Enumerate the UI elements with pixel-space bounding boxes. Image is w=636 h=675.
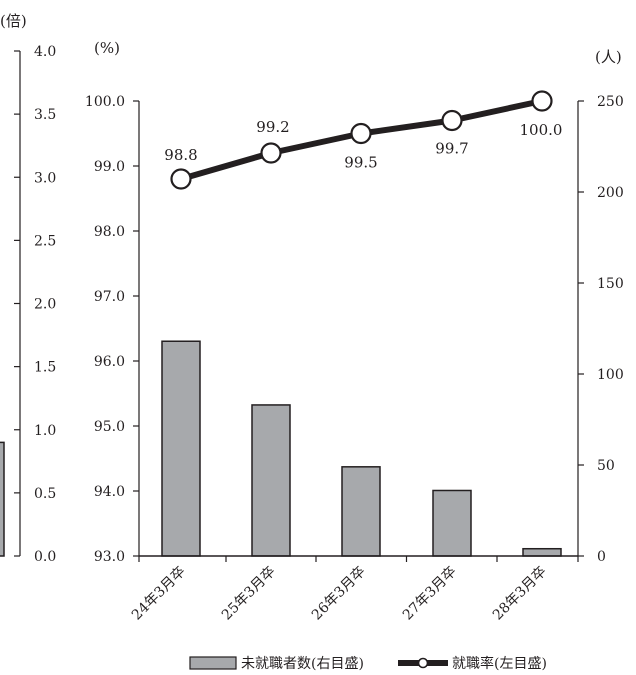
far-left-tick-label: 1.0 <box>34 423 56 439</box>
right-tick-label: 50 <box>597 458 615 474</box>
right-tick-label: 250 <box>597 94 624 110</box>
left-tick-label: 98.0 <box>94 224 125 240</box>
far-left-bar <box>0 441 5 557</box>
legend-line-marker <box>417 657 429 669</box>
category-label: 27年3月卒 <box>400 564 460 624</box>
far-left-tick-label: 2.0 <box>34 297 56 313</box>
legend-bar-swatch <box>189 656 237 670</box>
bar-unemployed <box>432 489 472 557</box>
data-label: 99.7 <box>435 140 468 158</box>
bar-unemployed <box>251 404 291 557</box>
bar-unemployed <box>522 547 562 557</box>
employment-rate-marker <box>531 90 553 112</box>
data-label: 99.2 <box>256 118 289 136</box>
category-label: 24年3月卒 <box>129 564 189 624</box>
far-left-tick-label: 2.5 <box>34 233 56 249</box>
category-label: 26年3月卒 <box>309 564 369 624</box>
right-tick-label: 100 <box>597 367 624 383</box>
bar-unemployed <box>341 466 381 557</box>
left-tick-label: 93.0 <box>94 549 125 565</box>
employment-rate-marker <box>350 122 372 145</box>
data-label: 99.5 <box>344 154 377 172</box>
far-left-tick-label: 3.5 <box>34 107 56 123</box>
right-tick-label: 200 <box>597 185 624 201</box>
left-tick-label: 95.0 <box>94 419 125 435</box>
far-left-tick-label: 3.0 <box>34 170 56 186</box>
legend-bar-label: 未就職者数(右目盛) <box>241 656 364 672</box>
employment-rate-marker <box>170 168 192 190</box>
employment-rate-marker <box>441 109 463 132</box>
data-label: 98.8 <box>164 146 197 164</box>
left-axis-unit: (%) <box>94 39 120 57</box>
far-left-tick-label: 0.0 <box>34 549 56 565</box>
left-tick-label: 96.0 <box>94 354 125 370</box>
employment-rate-marker <box>260 142 282 164</box>
right-tick-label: 0 <box>597 549 606 565</box>
category-label: 28年3月卒 <box>490 564 550 624</box>
far-left-axis-unit: (倍) <box>0 12 27 30</box>
far-left-tick-label: 0.5 <box>34 486 56 502</box>
bar-unemployed <box>161 340 201 557</box>
data-label: 100.0 <box>520 121 563 139</box>
left-tick-label: 97.0 <box>94 289 125 305</box>
left-tick-label: 99.0 <box>94 159 125 175</box>
legend-line-label: 就職率(左目盛) <box>452 655 547 672</box>
category-label: 25年3月卒 <box>219 564 279 624</box>
right-tick-label: 150 <box>597 276 624 292</box>
left-tick-label: 100.0 <box>85 94 125 110</box>
far-left-tick-label: 4.0 <box>34 44 56 60</box>
far-left-tick-label: 1.5 <box>34 360 56 376</box>
left-tick-label: 94.0 <box>94 484 125 500</box>
right-axis-unit: (人) <box>595 48 622 66</box>
